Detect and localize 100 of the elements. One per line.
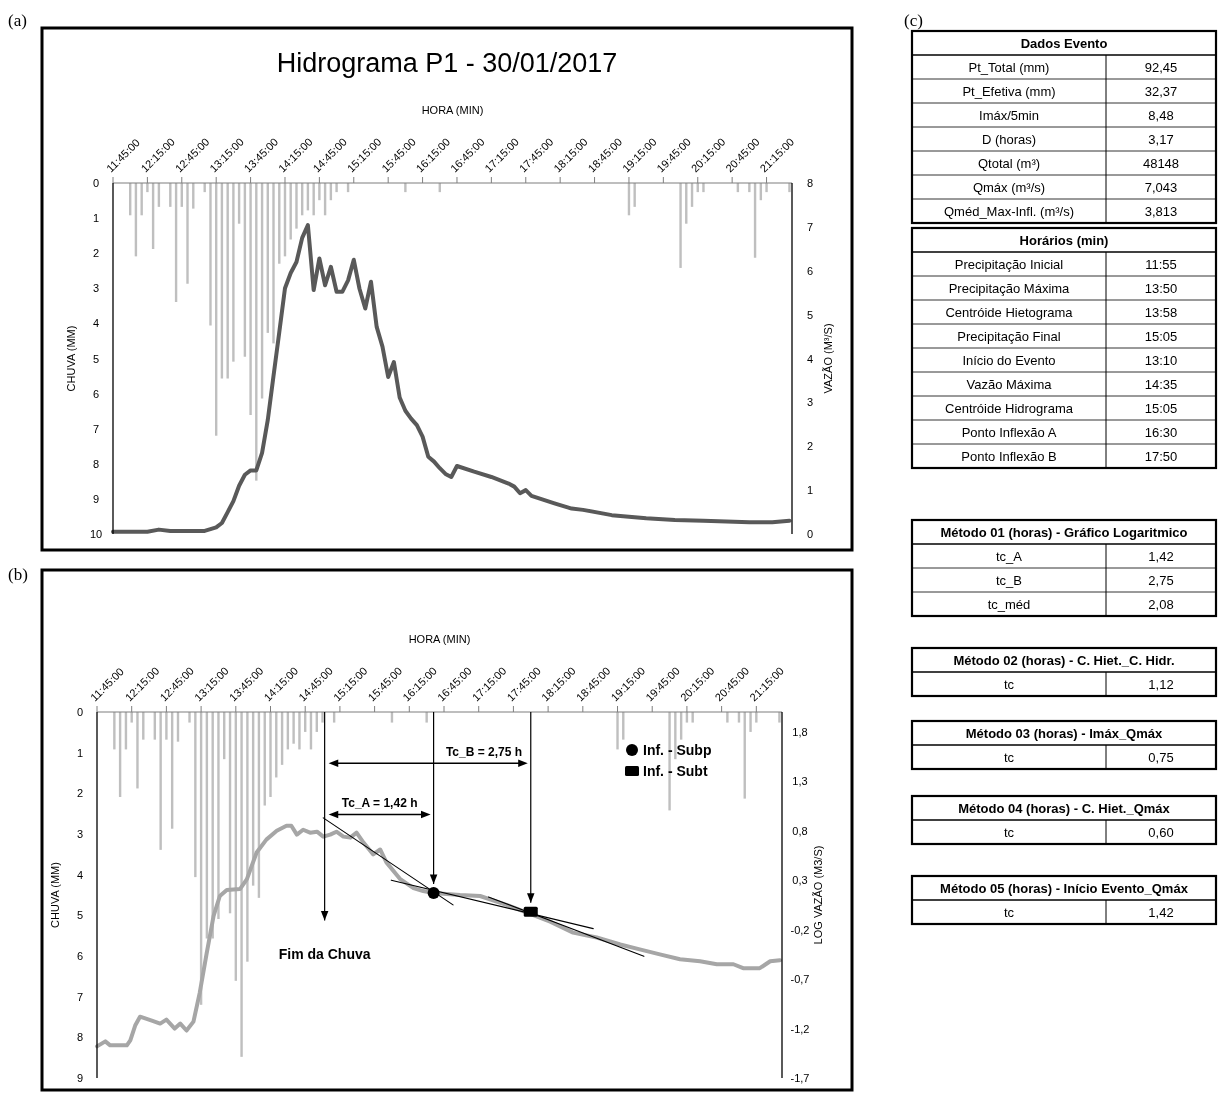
- bar: [668, 712, 671, 811]
- bar: [269, 712, 272, 797]
- y-tick-label: 4: [92, 317, 100, 330]
- text: 15:05: [1144, 400, 1178, 416]
- category-label: tc_A: [995, 548, 1023, 564]
- y-axis-title: CHUVA (MM): [49, 862, 61, 928]
- text: 15:05: [1144, 328, 1178, 344]
- y2-tick-label: 0: [806, 528, 814, 540]
- bar: [312, 183, 315, 216]
- category-label: Pt_Efetiva (mm): [962, 83, 1056, 99]
- text: 14:35: [1144, 376, 1178, 392]
- category-label: D (horas): [981, 131, 1037, 147]
- text: 3,813: [1144, 203, 1178, 219]
- y-tick-label: 6: [76, 950, 84, 962]
- bar: [404, 183, 407, 193]
- y2-tick-label: 4: [806, 352, 814, 365]
- bar: [186, 183, 189, 284]
- bar: [136, 712, 139, 789]
- y2-axis-title: LOG VAZÃO (M3/S): [812, 845, 824, 945]
- bar: [246, 712, 249, 962]
- bar: [748, 183, 751, 193]
- category-label: tc: [1003, 904, 1015, 920]
- y2-tick-label: -0,7: [790, 973, 810, 986]
- bar: [169, 183, 172, 207]
- text: 0,60: [1148, 824, 1174, 840]
- bar: [755, 712, 758, 723]
- y2-tick-label: -1,7: [790, 1072, 810, 1084]
- text: 13:50: [1144, 280, 1178, 296]
- text: 3,17: [1148, 131, 1174, 147]
- bar: [702, 183, 705, 193]
- line-series: [95, 823, 782, 1049]
- text: 48148: [1142, 155, 1180, 171]
- text: (a): [8, 11, 27, 30]
- text: 1,42: [1148, 904, 1174, 920]
- bar: [165, 712, 168, 740]
- text: 11:55: [1145, 256, 1177, 272]
- text: 16:30: [1144, 424, 1178, 440]
- y2-tick-label: 5: [806, 308, 814, 321]
- annotation: Tc_A = 1,42 h: [341, 796, 418, 811]
- y-tick-label: 9: [92, 492, 100, 505]
- text: Método 01 (horas) - Gráfico Logaritmico: [940, 524, 1188, 540]
- y-tick-label: 7: [76, 990, 84, 1003]
- bar: [318, 183, 321, 201]
- text: Método 02 (horas) - C. Hiet._C. Hidr.: [953, 652, 1175, 668]
- text: 92,45: [1144, 59, 1178, 75]
- bar: [726, 712, 729, 723]
- bar: [295, 183, 298, 229]
- text: 17:50: [1144, 448, 1178, 464]
- y2-tick-label: -0,2: [790, 923, 810, 936]
- bar: [194, 712, 197, 878]
- y-tick-label: 0: [92, 177, 100, 189]
- y2-tick-label: 8: [806, 177, 814, 189]
- text: Horários (min): [1019, 232, 1109, 248]
- y-tick-label: 3: [92, 282, 100, 295]
- bar: [211, 712, 214, 939]
- line-series: [111, 223, 792, 534]
- category-label: Ponto Inflexão A: [961, 424, 1057, 440]
- y-tick-label: 2: [76, 787, 84, 800]
- y-tick-label: 5: [76, 909, 84, 922]
- bar: [159, 712, 162, 850]
- bar: [240, 712, 243, 1057]
- y-tick-label: 9: [76, 1072, 84, 1084]
- x-axis-title: HORA (MIN): [408, 633, 471, 645]
- y-tick-label: 10: [89, 528, 103, 540]
- legend-label: Inf. - Subt: [643, 763, 708, 779]
- bar: [616, 712, 619, 750]
- category-label: Imáx/5min: [979, 107, 1039, 123]
- y2-tick-label: 0,3: [792, 874, 808, 887]
- bar: [113, 712, 116, 750]
- category-label: Pt_Total (mm): [968, 59, 1050, 75]
- bar: [298, 712, 301, 750]
- chart-title: Hidrograma P1 - 30/01/2017: [276, 48, 618, 78]
- y-tick-label: 1: [92, 212, 100, 225]
- category-label: Ponto Inflexão B: [961, 448, 1057, 464]
- bar: [272, 183, 275, 344]
- y-tick-label: 8: [76, 1031, 84, 1044]
- category-label: Centróide Hietograma: [945, 304, 1074, 320]
- y-tick-label: 1: [76, 746, 84, 759]
- category-label: tc: [1003, 676, 1015, 692]
- bar: [292, 712, 295, 744]
- bar: [140, 183, 143, 216]
- bar: [232, 183, 235, 362]
- y2-tick-label: 3: [806, 396, 814, 409]
- text: 1,12: [1148, 676, 1174, 692]
- bar: [778, 712, 781, 723]
- category-label: tc: [1003, 824, 1015, 840]
- bar: [674, 712, 677, 760]
- category-label: Precipitação Final: [957, 328, 1061, 344]
- text: 0,75: [1148, 749, 1174, 765]
- text: 2,08: [1148, 596, 1174, 612]
- annotation: Tc_B = 2,75 h: [445, 745, 523, 760]
- y-tick-label: 6: [92, 387, 100, 400]
- text: 2,75: [1148, 572, 1174, 588]
- text: 8,48: [1148, 107, 1174, 123]
- text: (c): [904, 11, 923, 30]
- category-label: Precipitação Máxima: [948, 280, 1071, 296]
- category-label: tc_méd: [987, 596, 1031, 612]
- bar: [788, 183, 791, 193]
- bar: [226, 183, 229, 379]
- y-tick-label: 0: [76, 706, 84, 718]
